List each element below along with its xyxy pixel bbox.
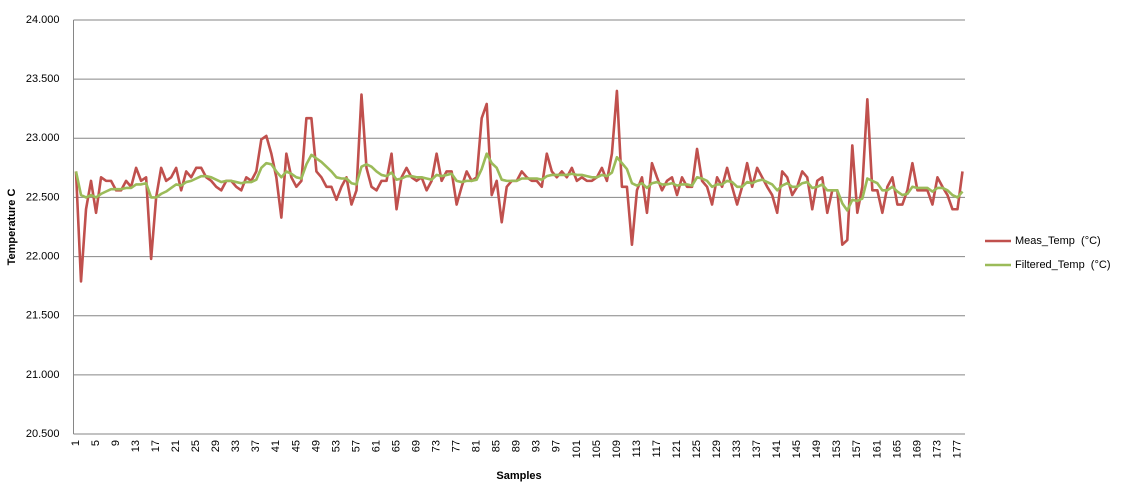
x-tick-label: 13 bbox=[130, 440, 142, 452]
x-tick-label: 17 bbox=[150, 440, 162, 452]
x-tick-label: 149 bbox=[811, 440, 823, 458]
x-tick-label: 101 bbox=[571, 440, 583, 458]
x-tick-label: 145 bbox=[791, 440, 803, 458]
x-tick-label: 25 bbox=[190, 440, 202, 452]
x-tick-label: 109 bbox=[611, 440, 623, 458]
series-line bbox=[74, 89, 964, 283]
x-tick-label: 169 bbox=[911, 440, 923, 458]
y-tick-label: 24.000 bbox=[26, 14, 60, 26]
x-tick-label: 29 bbox=[210, 440, 222, 452]
x-tick-label: 93 bbox=[531, 440, 543, 452]
x-tick-label: 161 bbox=[871, 440, 883, 458]
x-tick-label: 165 bbox=[891, 440, 903, 458]
y-tick-label: 23.000 bbox=[26, 132, 60, 144]
x-tick-label: 133 bbox=[731, 440, 743, 458]
x-tick-label: 177 bbox=[951, 440, 963, 458]
x-tick-label: 89 bbox=[511, 440, 523, 452]
x-tick-label: 141 bbox=[771, 440, 783, 458]
x-tick-label: 21 bbox=[170, 440, 182, 452]
x-tick-label: 85 bbox=[491, 440, 503, 452]
x-tick-label: 113 bbox=[631, 440, 643, 458]
legend-label: Meas_Temp (°C) bbox=[1015, 235, 1101, 247]
x-tick-label: 117 bbox=[651, 440, 663, 458]
x-tick-label: 121 bbox=[671, 440, 683, 458]
x-tick-label: 157 bbox=[851, 440, 863, 458]
x-tick-label: 5 bbox=[90, 440, 102, 446]
x-tick-label: 37 bbox=[250, 440, 262, 452]
x-tick-label: 49 bbox=[310, 440, 322, 452]
x-tick-label: 33 bbox=[230, 440, 242, 452]
x-tick-label: 9 bbox=[110, 440, 122, 446]
y-axis-title: Temperature C bbox=[6, 189, 18, 266]
x-tick-label: 65 bbox=[390, 440, 402, 452]
x-tick-label: 73 bbox=[431, 440, 443, 452]
x-tick-label: 129 bbox=[711, 440, 723, 458]
x-tick-label: 137 bbox=[751, 440, 763, 458]
x-tick-label: 57 bbox=[350, 440, 362, 452]
y-tick-label: 22.000 bbox=[26, 250, 60, 262]
x-tick-label: 125 bbox=[691, 440, 703, 458]
x-tick-label: 97 bbox=[551, 440, 563, 452]
y-tick-label: 20.500 bbox=[26, 428, 60, 440]
y-tick-label: 21.500 bbox=[26, 310, 60, 322]
x-tick-label: 77 bbox=[451, 440, 463, 452]
x-tick-label: 45 bbox=[290, 440, 302, 452]
x-tick-label: 81 bbox=[471, 440, 483, 452]
series-line bbox=[74, 152, 964, 212]
y-tick-label: 23.500 bbox=[26, 73, 60, 85]
x-tick-label: 53 bbox=[330, 440, 342, 452]
x-axis-title: Samples bbox=[496, 470, 541, 482]
x-tick-label: 105 bbox=[591, 440, 603, 458]
x-tick-label: 69 bbox=[410, 440, 422, 452]
y-tick-label: 21.000 bbox=[26, 369, 60, 381]
legend-label: Filtered_Temp (°C) bbox=[1015, 259, 1110, 271]
x-tick-label: 153 bbox=[831, 440, 843, 458]
x-tick-label: 173 bbox=[931, 440, 943, 458]
x-tick-label: 61 bbox=[370, 440, 382, 452]
y-tick-label: 22.500 bbox=[26, 191, 60, 203]
x-tick-label: 41 bbox=[270, 440, 282, 452]
x-tick-label: 1 bbox=[70, 440, 82, 446]
